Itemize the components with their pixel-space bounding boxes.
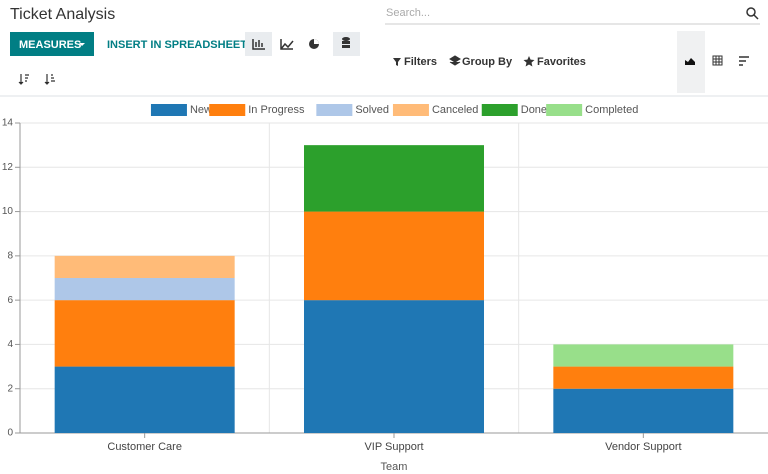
bar-segment xyxy=(304,145,484,212)
bar-segment xyxy=(54,255,235,278)
star-icon xyxy=(523,56,535,67)
list-icon[interactable] xyxy=(739,56,749,66)
search-input[interactable]: Search... xyxy=(386,7,430,19)
y-tick-label: 12 xyxy=(2,162,14,173)
legend-label: Solved xyxy=(355,104,389,116)
bar-segment xyxy=(304,211,484,301)
y-tick-label: 4 xyxy=(7,339,13,350)
bar-segment xyxy=(54,278,235,301)
x-axis-title: Team xyxy=(381,461,408,473)
legend-swatch xyxy=(209,104,246,116)
pivot-icon[interactable] xyxy=(712,55,723,66)
legend-label: Done xyxy=(521,104,547,116)
sort-icons[interactable] xyxy=(18,74,55,85)
caret xyxy=(79,43,85,46)
stack-icon xyxy=(342,37,350,48)
search-icon[interactable] xyxy=(746,7,759,20)
bar-segment xyxy=(553,366,734,389)
legend-swatch xyxy=(546,104,583,116)
legend-label: New xyxy=(190,104,212,116)
filter-icon xyxy=(393,58,401,66)
bar-segment xyxy=(553,388,734,433)
measures-label: MEASURES xyxy=(19,39,81,51)
group-by-button[interactable]: Group By xyxy=(462,56,513,68)
favorites-button[interactable]: Favorites xyxy=(537,56,586,68)
y-tick-label: 0 xyxy=(7,428,13,439)
legend-swatch xyxy=(316,104,353,116)
page-title: Ticket Analysis xyxy=(10,6,115,23)
graph-icon xyxy=(685,58,695,65)
legend-swatch xyxy=(481,104,518,116)
x-tick-label: Customer Care xyxy=(107,441,182,453)
pie-icon-slice xyxy=(314,39,319,44)
y-tick-label: 14 xyxy=(2,118,14,129)
x-tick-label: Vendor Support xyxy=(605,441,681,453)
insert-button[interactable]: INSERT IN SPREADSHEET xyxy=(107,39,247,51)
chart-icons xyxy=(252,39,294,50)
bar-segment xyxy=(304,300,484,433)
group-icon xyxy=(449,55,461,66)
y-tick-label: 6 xyxy=(7,295,13,306)
y-tick-label: 10 xyxy=(2,206,14,217)
bar-segment xyxy=(553,344,734,367)
y-tick-label: 2 xyxy=(7,383,13,394)
x-tick-label: VIP Support xyxy=(364,441,423,453)
bar-segment xyxy=(54,300,235,367)
y-tick-label: 8 xyxy=(7,250,13,261)
legend-label: Completed xyxy=(585,104,638,116)
legend-swatch xyxy=(392,104,429,116)
filters-button[interactable]: Filters xyxy=(404,56,437,68)
chart: Team 0 2 4 6 8 10 12 14 New In Progress Solved Canc… xyxy=(2,104,768,473)
legend-label: In Progress xyxy=(248,104,305,116)
legend-swatch xyxy=(150,104,187,116)
legend-label: Canceled xyxy=(432,104,478,116)
bar-segment xyxy=(54,366,235,433)
